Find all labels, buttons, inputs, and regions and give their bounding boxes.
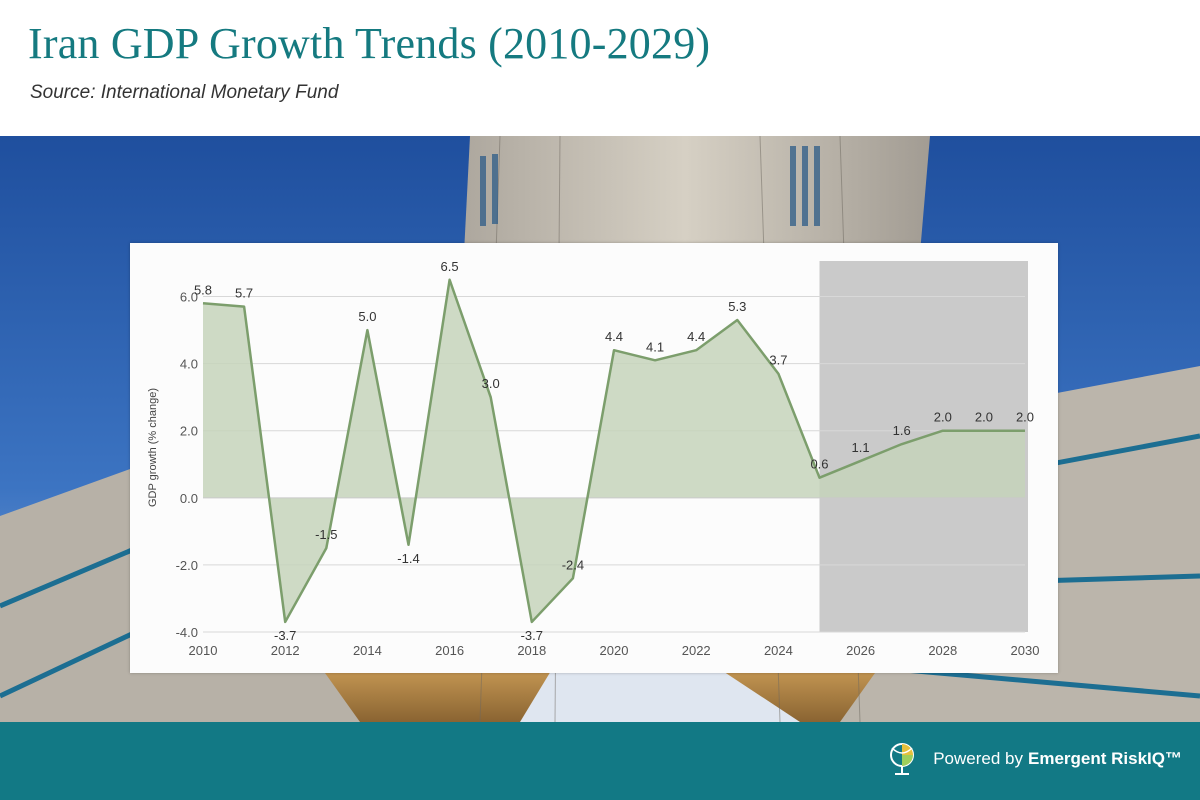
data-label: -1.5	[315, 527, 337, 542]
y-axis-ticks: -4.0 -2.0 0.0 2.0 4.0 6.0	[176, 290, 198, 640]
powered-by: Powered by Emergent RiskIQ™	[887, 740, 1182, 778]
globe-pie-icon	[890, 743, 915, 775]
data-label: 5.7	[235, 286, 253, 301]
x-axis-ticks: 2010 2012 2014 2016 2018 2020 2022 2024 2026 2028…	[189, 643, 1040, 658]
data-label: 4.4	[687, 329, 705, 344]
data-label: 4.1	[646, 339, 664, 354]
gdp-series-line	[202, 278, 1025, 624]
y-tick-label: -2.0	[176, 558, 198, 573]
footer: Powered by Emergent RiskIQ™	[0, 722, 1200, 800]
y-tick-label: 0.0	[180, 491, 198, 506]
x-tick-label: 2018	[517, 643, 546, 658]
data-label: 2.0	[975, 410, 993, 425]
x-tick-label: 2014	[353, 643, 382, 658]
data-label: 5.8	[194, 282, 212, 297]
x-tick-label: 2030	[1011, 643, 1040, 658]
x-tick-label: 2012	[271, 643, 300, 658]
data-label: 2.0	[1016, 410, 1034, 425]
data-label: 1.6	[893, 423, 911, 438]
x-tick-label: 2026	[846, 643, 875, 658]
data-label: 1.1	[852, 440, 870, 455]
data-label: -2.4	[562, 557, 584, 572]
page-title: Iran GDP Growth Trends (2010-2029)	[28, 19, 711, 68]
data-label: 5.3	[728, 299, 746, 314]
y-tick-label: 6.0	[180, 290, 198, 305]
header: Iran GDP Growth Trends (2010-2029) Sourc…	[0, 0, 1200, 136]
gdp-chart: -4.0 -2.0 0.0 2.0 4.0 6.0 2010 2012 2014 2016 201…	[130, 243, 1058, 673]
data-label: 0.6	[810, 457, 828, 472]
x-tick-label: 2022	[682, 643, 711, 658]
x-tick-label: 2024	[764, 643, 793, 658]
data-label: -3.7	[521, 628, 543, 643]
data-label: 3.7	[769, 353, 787, 368]
area-fill-positive	[203, 279, 1025, 622]
brand-name: Emergent RiskIQ™	[1028, 749, 1182, 768]
data-label: 5.0	[358, 309, 376, 324]
source-text: Source: International Monetary Fund	[30, 82, 339, 103]
data-label: -3.7	[274, 628, 296, 643]
x-tick-label: 2028	[928, 643, 957, 658]
data-label: -1.4	[397, 551, 419, 566]
y-axis-label: GDP growth (% change)	[147, 388, 159, 507]
y-tick-label: 2.0	[180, 424, 198, 439]
x-tick-label: 2020	[600, 643, 629, 658]
powered-by-prefix: Powered by	[933, 749, 1023, 768]
data-label: 2.0	[934, 410, 952, 425]
data-label: 4.4	[605, 329, 623, 344]
y-tick-label: -4.0	[176, 625, 198, 640]
y-tick-label: 4.0	[180, 357, 198, 372]
gdp-growth-area-chart: -4.0-2.00.02.04.06.0 2010 2012 2014 2016 201…	[147, 259, 1040, 658]
x-tick-label: 2016	[435, 643, 464, 658]
data-labels: 5.8 5.7 -3.7 -1.5 5.0 -1.4 6.5 3.0 -3.7 -2.4 4.4 4.…	[194, 259, 1034, 643]
data-label: 6.5	[441, 259, 459, 274]
data-label: 3.0	[482, 376, 500, 391]
x-tick-label: 2010	[189, 643, 218, 658]
